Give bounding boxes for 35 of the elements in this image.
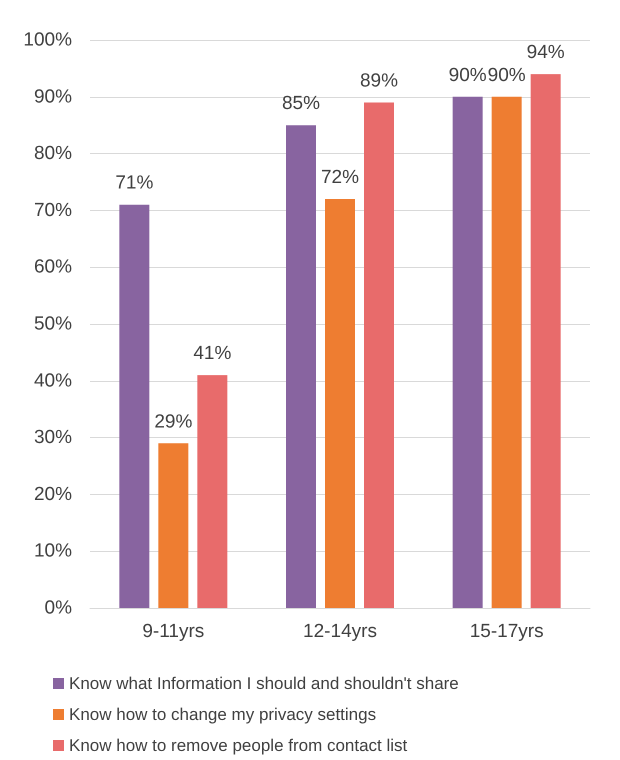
legend-label: Know how to change my privacy settings [69, 705, 376, 724]
y-tick-label: 40% [34, 370, 72, 392]
data-label: 41% [193, 343, 232, 364]
y-tick-label: 20% [34, 484, 72, 505]
legend-label: Know what Information I should and shouldn't share [69, 674, 459, 693]
bar [325, 199, 355, 608]
data-label: 89% [360, 70, 398, 92]
data-label: 90% [448, 64, 487, 86]
bar [286, 125, 316, 608]
bar [492, 96, 522, 608]
y-tick-label: 30% [34, 427, 72, 448]
y-tick-label: 100% [23, 30, 72, 50]
bar [197, 375, 228, 608]
data-label: 29% [154, 411, 192, 432]
x-tick-label: 15-17yrs [470, 621, 544, 642]
y-tick-label: 90% [34, 86, 72, 108]
bar [158, 443, 188, 608]
x-tick-label: 12-14yrs [303, 621, 377, 642]
data-label: 90% [488, 64, 526, 86]
y-tick-label: 60% [34, 256, 72, 278]
y-tick-label: 70% [34, 200, 72, 221]
data-label: 85% [282, 93, 320, 114]
bar [364, 102, 394, 608]
bar [119, 204, 150, 608]
data-label: 71% [115, 172, 154, 194]
x-tick-label: 9-11yrs [142, 621, 204, 642]
bar [530, 74, 561, 608]
y-tick-label: 50% [34, 314, 72, 334]
data-label: 94% [526, 42, 565, 64]
y-tick-label: 0% [44, 598, 72, 618]
y-tick-label: 10% [34, 540, 72, 562]
legend-label: Know how to remove people from contact list [69, 736, 408, 755]
bar [452, 96, 483, 608]
y-tick-label: 80% [34, 143, 72, 164]
data-label: 72% [320, 167, 360, 188]
